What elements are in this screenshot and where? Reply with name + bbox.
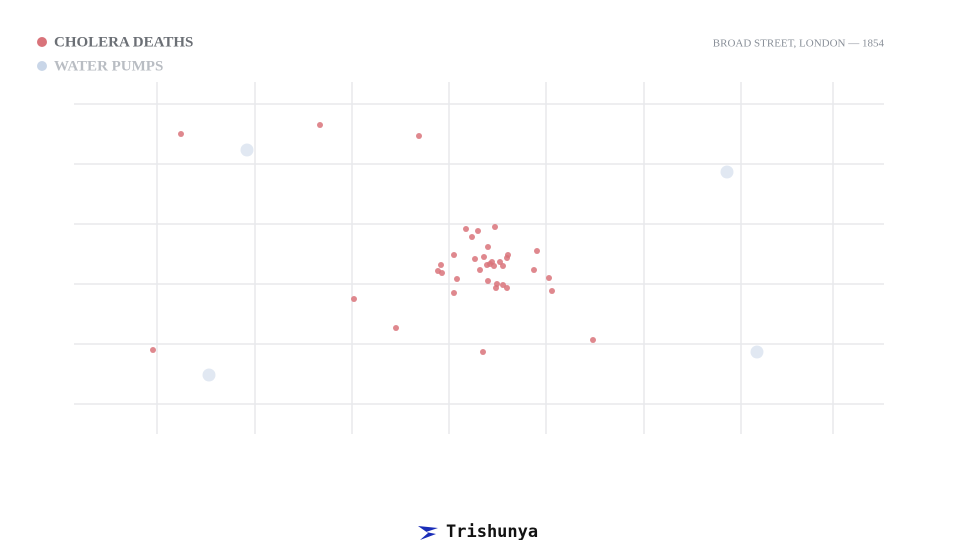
death-point bbox=[451, 290, 457, 296]
death-point bbox=[546, 275, 552, 281]
death-point bbox=[491, 263, 497, 269]
death-point bbox=[485, 244, 491, 250]
death-point bbox=[472, 256, 478, 262]
legend-marker bbox=[37, 37, 47, 47]
death-point bbox=[469, 234, 475, 240]
death-point bbox=[416, 133, 422, 139]
death-point bbox=[439, 270, 445, 276]
logo-icon bbox=[418, 526, 438, 540]
legend-marker bbox=[37, 61, 47, 71]
death-point bbox=[463, 226, 469, 232]
logo-text: Trishunya bbox=[446, 522, 538, 540]
pump-point bbox=[720, 165, 734, 179]
death-point bbox=[475, 228, 481, 234]
death-point bbox=[534, 248, 540, 254]
death-point bbox=[549, 288, 555, 294]
death-point bbox=[451, 252, 457, 258]
pump-point bbox=[240, 143, 254, 157]
death-point bbox=[485, 278, 491, 284]
death-point bbox=[531, 267, 537, 273]
death-point bbox=[150, 347, 156, 353]
death-point bbox=[504, 285, 510, 291]
death-point bbox=[454, 276, 460, 282]
legend-label: CHOLERA DEATHS bbox=[54, 34, 193, 50]
death-point bbox=[504, 255, 510, 261]
death-point bbox=[590, 337, 596, 343]
death-point bbox=[493, 285, 499, 291]
death-point bbox=[481, 254, 487, 260]
pump-point bbox=[750, 345, 764, 359]
death-point bbox=[178, 131, 184, 137]
death-point bbox=[477, 267, 483, 273]
chart-subtitle: BROAD STREET, LONDON — 1854 bbox=[713, 38, 885, 50]
death-point bbox=[393, 325, 399, 331]
death-point bbox=[438, 262, 444, 268]
death-point bbox=[500, 263, 506, 269]
logo: Trishunya bbox=[418, 522, 538, 540]
death-point bbox=[317, 122, 323, 128]
pump-point bbox=[202, 368, 216, 382]
death-point bbox=[480, 349, 486, 355]
death-point bbox=[351, 296, 357, 302]
death-point bbox=[492, 224, 498, 230]
legend-label: WATER PUMPS bbox=[54, 58, 163, 74]
